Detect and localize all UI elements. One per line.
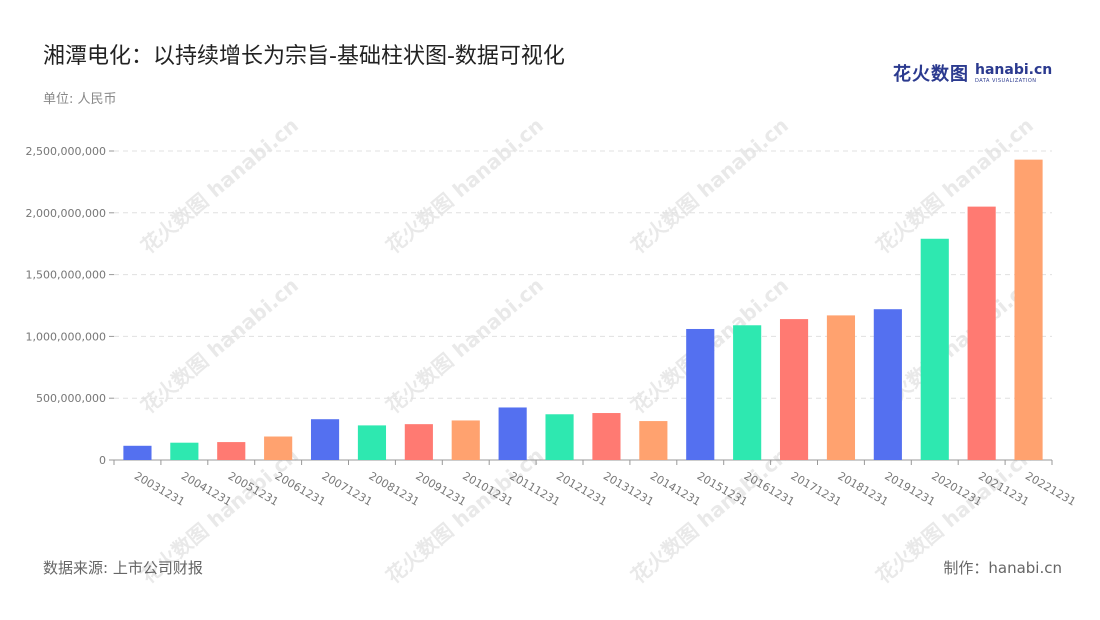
x-tick-label: 20181231 [835, 469, 890, 508]
x-tick-label: 20041231 [179, 469, 234, 508]
x-tick-label: 20121231 [554, 469, 609, 508]
bar[interactable] [357, 425, 387, 460]
logo-cn-text: 花火数图 [893, 64, 969, 85]
bar[interactable] [592, 413, 621, 460]
y-tick-label: 1,000,000,000 [26, 330, 106, 343]
maker-credit: 制作：hanabi.cn [943, 559, 1062, 577]
logo-en-text: hanabi.cn [975, 61, 1053, 78]
x-tick-label: 20151231 [695, 469, 750, 508]
x-tick-label: 20101231 [460, 469, 515, 508]
bar[interactable] [310, 419, 340, 460]
x-tick-label: 20191231 [882, 469, 937, 508]
x-tick-label: 20051231 [226, 469, 281, 508]
x-tick-label: 20111231 [507, 469, 562, 508]
data-source: 数据来源: 上市公司财报 [43, 559, 203, 577]
bar[interactable] [639, 421, 668, 460]
x-axis-ticks: 2003123120041231200512312006123120071231… [113, 460, 1078, 509]
x-tick-label: 20221231 [1023, 469, 1078, 508]
chart-title: 湘潭电化：以持续增长为宗旨-基础柱状图-数据可视化 [43, 44, 565, 69]
x-tick-label: 20071231 [320, 469, 375, 508]
x-tick-label: 20201231 [929, 469, 984, 508]
bar[interactable] [264, 436, 293, 460]
bar[interactable] [498, 407, 527, 460]
bar[interactable] [404, 424, 433, 460]
bar[interactable] [920, 238, 949, 460]
x-tick-label: 20091231 [413, 469, 468, 508]
bar[interactable] [1014, 159, 1043, 461]
x-tick-label: 20171231 [789, 469, 844, 508]
bar[interactable] [451, 420, 480, 460]
bar[interactable] [170, 442, 199, 460]
bar[interactable] [779, 319, 809, 460]
logo-en-block: hanabi.cn DATA VISUALIZATION [975, 63, 1052, 84]
bar[interactable] [545, 414, 574, 460]
bar[interactable] [123, 445, 152, 460]
x-tick-label: 20211231 [976, 469, 1031, 508]
x-tick-label: 20031231 [132, 469, 187, 508]
x-tick-label: 20081231 [366, 469, 421, 508]
y-tick-label: 2,500,000,000 [26, 145, 106, 158]
brand-logo: 花火数图 hanabi.cn DATA VISUALIZATION [893, 60, 1052, 86]
x-tick-label: 20161231 [742, 469, 797, 508]
bar[interactable] [217, 442, 246, 460]
bar[interactable] [967, 206, 996, 460]
x-tick-label: 20061231 [273, 469, 328, 508]
grid-lines [109, 150, 1052, 461]
y-tick-label: 500,000,000 [36, 392, 106, 405]
x-tick-label: 20131231 [601, 469, 656, 508]
y-axis-ticks: 0 500,000,000 1,000,000,000 1,500,000,000 2,… [26, 145, 106, 467]
y-tick-label: 2,000,000,000 [26, 207, 106, 220]
bar[interactable] [686, 328, 715, 460]
logo-sub-text: DATA VISUALIZATION [975, 77, 1037, 84]
x-tick-label: 20141231 [648, 469, 703, 508]
bar[interactable] [826, 315, 856, 460]
bar-series [123, 159, 1043, 461]
bar[interactable] [873, 309, 902, 460]
y-tick-label: 1,500,000,000 [26, 269, 106, 282]
bar[interactable] [733, 325, 762, 460]
y-tick-label: 0 [99, 454, 106, 467]
unit-label: 单位: 人民币 [43, 92, 117, 107]
